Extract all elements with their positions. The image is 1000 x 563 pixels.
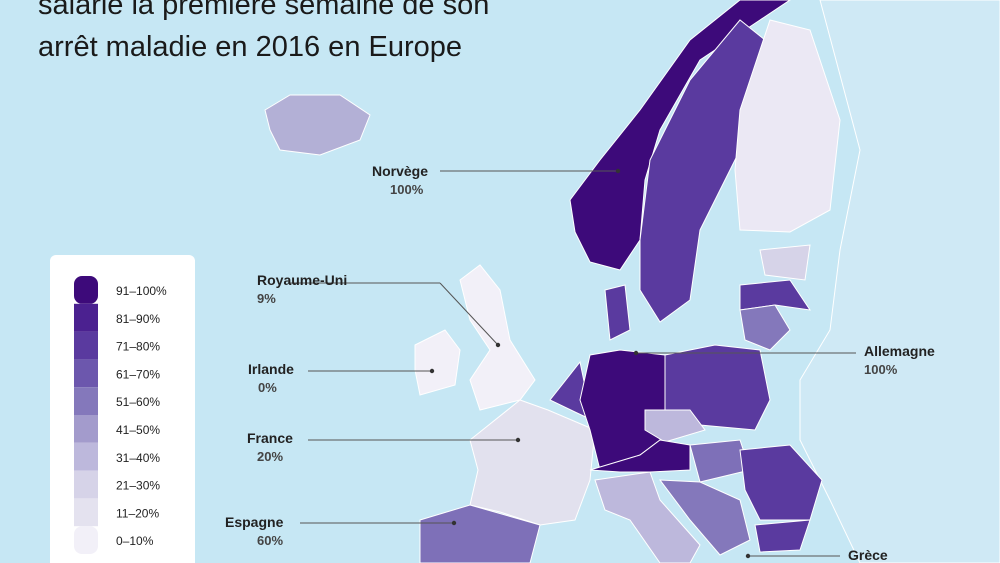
balkans [658,479,751,556]
legend-label: 81–90% [116,312,160,326]
country-name: Grèce [848,547,888,563]
legend-swatch [74,276,98,304]
spain [419,504,541,563]
country-value: 20% [257,449,283,464]
legend: 91–100% 81–90% 71–80% 61–70% 51–60% 41–50% 31–… [74,276,167,554]
neighbour-land [799,0,1000,563]
legend-swatch [74,303,98,332]
country-name: Espagne [225,514,284,530]
label-dot [633,350,639,356]
legend-swatch [74,359,98,388]
legend-label: 0–10% [116,534,154,548]
country-value: 100% [390,182,424,197]
legend-label: 61–70% [116,367,160,381]
legend-swatch [74,331,98,360]
country-value: 9% [257,291,276,306]
estonia [759,244,811,281]
denmark [604,284,631,341]
title: salarié la première semaine de son [38,0,489,21]
bulgaria [754,519,811,553]
countries [264,0,1000,563]
legend-label: 31–40% [116,451,160,465]
lithuania [739,304,791,351]
country-name: Norvège [372,163,428,179]
country-value: 0% [258,380,277,395]
legend-swatch [74,470,98,499]
label-dot [495,342,501,348]
country-value: 100% [864,362,898,377]
france [469,399,596,526]
italy [594,471,701,563]
legend-label: 21–30% [116,479,160,493]
country-name: Allemagne [864,343,935,359]
legend-swatch [74,498,98,527]
legend-swatch [74,526,98,554]
latvia [739,279,812,311]
title: arrêt maladie en 2016 en Europe [38,31,462,63]
norway [569,0,791,271]
country-name: Royaume-Uni [257,272,347,288]
legend-swatch [74,415,98,443]
austria [589,439,691,473]
legend-swatch [74,442,98,471]
country-value: 60% [257,533,283,548]
finland [734,19,841,233]
czechia [644,409,706,443]
label-dot [745,553,751,559]
leader-line [439,282,499,346]
legend-label: 71–80% [116,340,160,354]
legend-label: 51–60% [116,395,160,409]
label-dot [615,168,621,174]
label-dot [451,520,457,526]
legend-label: 11–20% [116,506,159,520]
country-name: Irlande [248,361,294,377]
legend-label: 41–50% [116,423,160,437]
label-dot [515,437,521,443]
iceland [264,94,371,156]
legend-swatch [74,387,98,415]
leader-lines [288,170,856,557]
ireland [414,329,461,396]
country-name: France [247,430,293,446]
country-labels: Norvège 100% Royaume-Uni 9% Irlande 0% France 2… [225,163,935,563]
label-dot [429,368,435,374]
legend-label: 91–100% [116,284,167,298]
